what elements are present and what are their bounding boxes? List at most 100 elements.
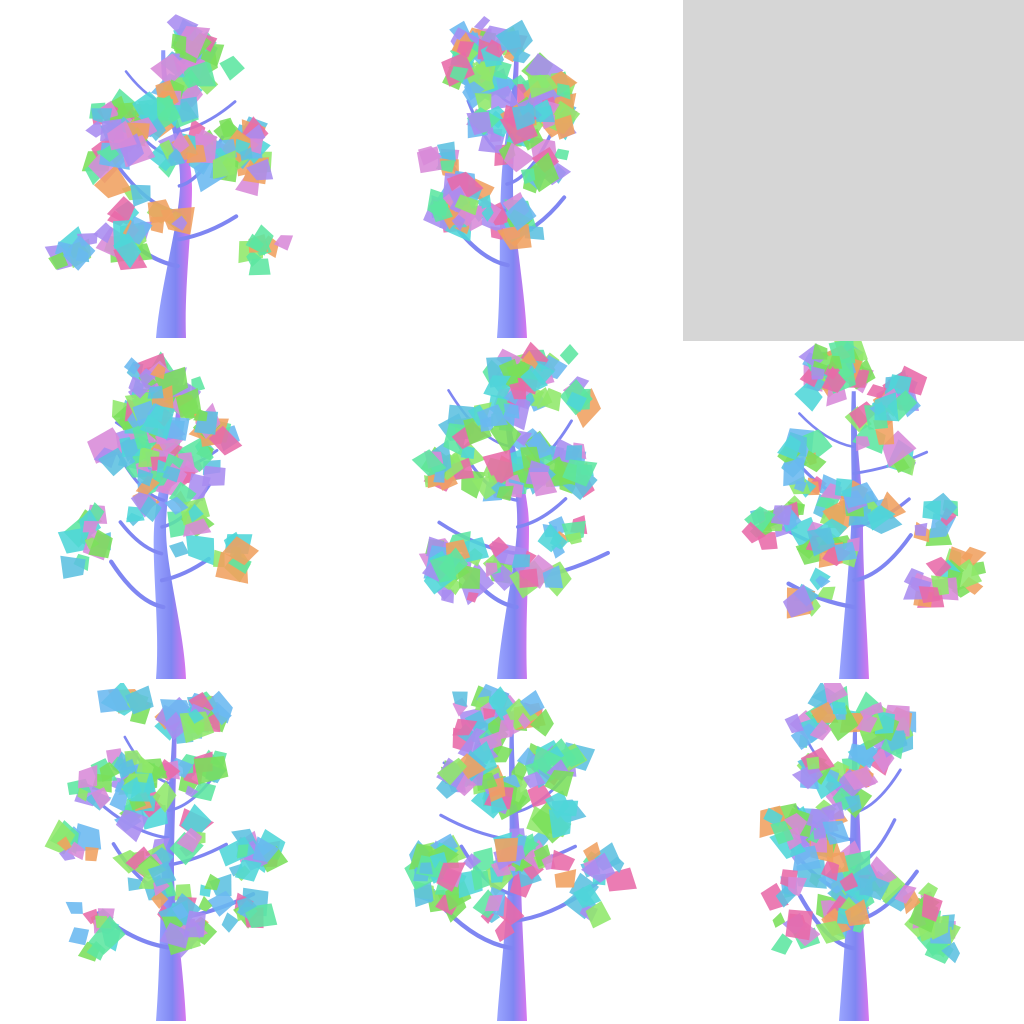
tree-render [741, 341, 987, 679]
leaf-quad [259, 846, 289, 873]
leaf-quad [530, 708, 554, 737]
leaf-quad [211, 703, 232, 726]
leaf-quad [113, 232, 142, 269]
tree-foliage [759, 683, 961, 964]
leaf-quad [519, 568, 539, 588]
leaf-quad [783, 813, 808, 836]
leaf-quad [416, 146, 442, 174]
leaf-quad [159, 922, 190, 949]
tree-render-tile [0, 341, 341, 682]
leaf-quad [483, 708, 496, 720]
leaf-quad [168, 146, 186, 167]
tree-branch [177, 214, 239, 242]
leaf-quad [221, 912, 239, 933]
leaf-quad [512, 48, 531, 64]
leaf-quad [117, 102, 137, 120]
leaf-quad [60, 555, 86, 579]
leaf-quad [171, 902, 189, 920]
leaf-quad [152, 781, 177, 813]
leaf-quad [129, 792, 147, 811]
tree-branch [165, 842, 228, 867]
leaf-quad [823, 683, 848, 705]
leaf-quad [811, 366, 825, 380]
leaf-quad [922, 500, 942, 521]
leaf-quad [494, 837, 519, 863]
leaf-quad [93, 222, 114, 244]
leaf-quad [130, 489, 157, 518]
leaf-quad [72, 823, 102, 852]
leaf-quad [56, 836, 72, 851]
leaf-quad [147, 385, 164, 399]
leaf-quad [456, 41, 475, 58]
leaf-quad [511, 105, 535, 131]
tree-foliage [741, 341, 987, 619]
tree-render [44, 683, 289, 1021]
leaf-quad [544, 770, 574, 797]
leaf-quad [914, 522, 928, 537]
leaf-quad [497, 223, 532, 250]
leaf-quad [553, 114, 575, 140]
leaf-quad [65, 901, 83, 914]
leaf-quad [548, 809, 572, 839]
leaf-quad [839, 872, 859, 892]
tree-branch [173, 100, 237, 134]
tree-render-tile [683, 683, 1024, 1024]
leaf-quad [817, 867, 848, 894]
leaf-quad [473, 16, 491, 30]
leaf-quad [67, 841, 85, 861]
leaf-quad [84, 537, 100, 550]
leaf-quad [788, 876, 807, 897]
leaf-quad [150, 53, 188, 87]
leaf-quad [848, 743, 879, 769]
leaf-quad [481, 204, 494, 222]
leaf-quad [209, 873, 232, 897]
leaf-quad [485, 39, 508, 58]
leaf-quad [471, 870, 490, 891]
leaf-quad [436, 862, 466, 892]
leaf-quad [252, 836, 280, 863]
leaf-quad [164, 496, 189, 515]
leaf-quad [471, 475, 501, 500]
leaf-quad [150, 216, 165, 234]
leaf-quad [138, 243, 153, 261]
leaf-quad [170, 893, 202, 926]
leaf-quad [542, 565, 564, 589]
leaf-quad [176, 827, 203, 853]
leaf-quad [951, 585, 970, 598]
leaf-quad [807, 527, 836, 557]
leaf-quad [772, 912, 786, 928]
leaf-quad [250, 138, 264, 154]
leaf-quad [90, 787, 111, 810]
leaf-quad [815, 575, 831, 588]
leaf-quad [219, 117, 239, 138]
tree-render-tile [341, 0, 682, 341]
leaf-quad [429, 198, 453, 223]
leaf-quad [222, 536, 259, 566]
leaf-quad [828, 355, 843, 369]
leaf-quad [429, 553, 457, 583]
leaf-quad [556, 83, 571, 100]
leaf-quad [817, 586, 836, 600]
leaf-quad [123, 357, 141, 375]
leaf-quad [130, 184, 151, 207]
leaf-quad [138, 875, 157, 890]
leaf-quad [565, 532, 582, 545]
tree-render [416, 16, 581, 338]
leaf-quad [494, 916, 515, 943]
leaf-quad [519, 690, 545, 716]
leaf-quad [68, 927, 90, 946]
tree-render-tile [0, 683, 341, 1024]
leaf-quad [147, 847, 174, 874]
leaf-quad [273, 235, 294, 251]
leaf-quad [834, 478, 853, 498]
tree-foliage [44, 683, 289, 962]
leaf-quad [437, 141, 456, 162]
leaf-quad [219, 55, 245, 81]
tree-render-tile [683, 341, 1024, 682]
leaf-quad [806, 756, 820, 770]
leaf-quad [162, 465, 181, 483]
leaf-quad [777, 435, 802, 461]
leaf-quad [856, 714, 878, 733]
tree-foliage [57, 351, 259, 584]
